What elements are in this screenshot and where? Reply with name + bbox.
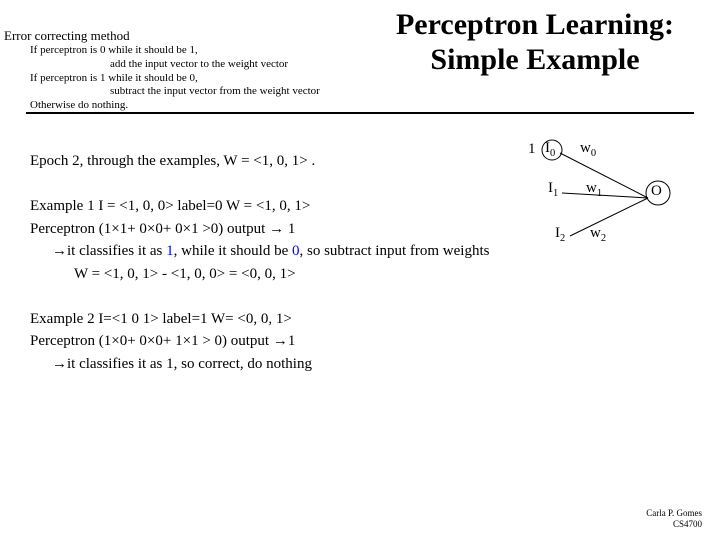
body-content: Epoch 2, through the examples, W = <1, 0… [30,150,690,375]
example2-line2: Perceptron (1×0+ 0×0+ 1×1 > 0) output →1 [30,330,690,353]
title-line-1: Perceptron Learning: [396,8,674,41]
method-line-1: If perceptron is 0 while it should be 1, [30,44,198,56]
method-heading: Error correcting method [4,28,130,44]
example2-line3: →it classifies it as 1, so correct, do n… [30,353,690,376]
method-body: If perceptron is 0 while it should be 1,… [30,44,370,113]
example2-line1: Example 2 I=<1 0 1> label=1 W= <0, 0, 1> [30,308,690,331]
example1-line1: Example 1 I = <1, 0, 0> label=0 W = <1, … [30,195,690,218]
method-line-4: subtract the input vector from the weigh… [30,85,370,99]
method-line-2: add the input vector to the weight vecto… [30,58,370,72]
footer-author: Carla P. Gomes [646,508,702,518]
example1-line2: Perceptron (1×1+ 0×0+ 0×1 >0) output → 1 [30,218,690,241]
epoch-line: Epoch 2, through the examples, W = <1, 0… [30,150,690,173]
footer-course: CS4700 [673,519,702,529]
example1-line4: W = <1, 0, 1> - <1, 0, 0> = <0, 0, 1> [30,263,690,286]
method-line-5: Otherwise do nothing. [30,99,128,111]
divider-line [26,112,694,114]
example1-line3: →it classifies it as 1, while it should … [30,240,690,263]
method-line-3: If perceptron is 1 while it should be 0, [30,72,198,84]
title-line-2: Simple Example [430,43,639,76]
slide-title: Perceptron Learning: Simple Example [370,8,700,77]
footer: Carla P. Gomes CS4700 [646,508,702,530]
